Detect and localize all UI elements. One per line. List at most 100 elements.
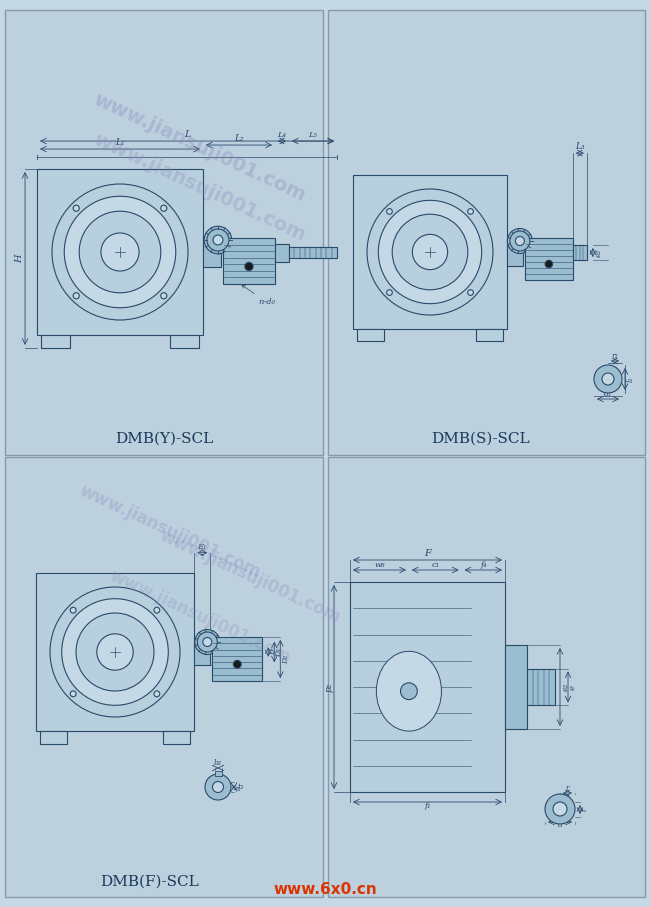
Circle shape	[213, 782, 224, 793]
Circle shape	[101, 233, 139, 271]
Text: c₁: c₁	[431, 561, 439, 569]
Circle shape	[545, 260, 552, 268]
Text: DMB(Y)-SCL: DMB(Y)-SCL	[115, 432, 213, 446]
Circle shape	[73, 293, 79, 298]
Circle shape	[198, 632, 217, 652]
Ellipse shape	[376, 651, 441, 731]
Text: www.jiansuji001.com: www.jiansuji001.com	[157, 527, 344, 627]
Text: l₃: l₃	[235, 785, 243, 790]
Text: www.jiansuji001.com: www.jiansuji001.com	[77, 482, 264, 582]
Circle shape	[553, 802, 567, 816]
Bar	[170, 335, 199, 348]
Text: b₃: b₃	[214, 759, 222, 767]
Bar	[573, 245, 587, 260]
Circle shape	[378, 200, 482, 304]
Circle shape	[207, 229, 229, 251]
Circle shape	[154, 691, 160, 697]
Text: w₈: w₈	[374, 561, 385, 569]
Circle shape	[64, 196, 176, 307]
Circle shape	[70, 608, 76, 613]
Circle shape	[205, 774, 231, 800]
Bar	[328, 10, 645, 455]
Text: e: e	[569, 685, 577, 689]
Circle shape	[545, 794, 575, 824]
Text: l₁: l₁	[627, 376, 635, 382]
Circle shape	[195, 629, 220, 655]
Circle shape	[70, 691, 76, 697]
Circle shape	[602, 373, 614, 385]
Text: h₁: h₁	[217, 648, 226, 657]
Text: t₃: t₃	[238, 783, 244, 791]
Circle shape	[213, 235, 223, 245]
Bar	[214, 771, 222, 776]
Text: f₄: f₄	[480, 561, 487, 569]
Text: www.jiansuji001.com: www.jiansuji001.com	[91, 90, 309, 205]
Text: www.6x0.cn: www.6x0.cn	[273, 882, 377, 896]
Bar	[37, 169, 203, 335]
Circle shape	[594, 365, 622, 393]
Bar	[353, 175, 507, 329]
Circle shape	[510, 231, 530, 251]
Bar	[289, 247, 337, 258]
Bar	[41, 335, 70, 348]
Text: L₂: L₂	[234, 134, 244, 143]
Circle shape	[97, 634, 133, 670]
Bar	[213, 637, 263, 681]
Text: r₁: r₁	[612, 352, 618, 360]
Text: DMB(S)-SCL: DMB(S)-SCL	[431, 432, 529, 446]
Circle shape	[387, 289, 393, 296]
Text: L₄: L₄	[278, 131, 287, 139]
Circle shape	[154, 608, 160, 613]
Circle shape	[76, 613, 154, 691]
Bar	[5, 457, 323, 897]
Circle shape	[62, 599, 168, 706]
Circle shape	[161, 205, 167, 211]
Circle shape	[73, 205, 79, 211]
Text: p₂: p₂	[324, 682, 333, 692]
Circle shape	[400, 683, 417, 699]
Circle shape	[203, 638, 212, 647]
Text: F: F	[424, 549, 431, 558]
Bar	[275, 244, 289, 262]
Text: r: r	[566, 784, 569, 792]
Bar	[476, 329, 503, 341]
Text: D₂: D₂	[282, 655, 291, 664]
Bar	[357, 329, 384, 341]
Text: H: H	[16, 254, 25, 263]
Text: e₂: e₂	[595, 249, 603, 257]
Text: L₅: L₅	[309, 131, 317, 139]
Circle shape	[508, 229, 532, 253]
Text: l: l	[581, 808, 589, 811]
Circle shape	[50, 587, 180, 717]
Text: n-d₀: n-d₀	[242, 285, 275, 306]
Text: E₁: E₁	[198, 542, 207, 551]
Circle shape	[161, 293, 167, 298]
Text: f₁: f₁	[424, 802, 431, 810]
Bar	[505, 645, 527, 729]
Circle shape	[245, 262, 253, 270]
Circle shape	[515, 237, 525, 246]
Circle shape	[204, 226, 231, 254]
Bar	[507, 238, 523, 266]
Bar	[5, 10, 323, 455]
Text: D: D	[269, 649, 278, 655]
Circle shape	[412, 234, 448, 269]
Circle shape	[367, 189, 493, 315]
Bar	[162, 731, 190, 744]
Text: www.jiansuji001.com: www.jiansuji001.com	[107, 567, 294, 667]
Bar	[194, 639, 211, 665]
Text: DMB(F)-SCL: DMB(F)-SCL	[101, 875, 200, 889]
Circle shape	[468, 289, 473, 296]
Text: L: L	[184, 130, 190, 139]
Bar	[223, 238, 275, 284]
Bar	[36, 572, 194, 731]
Text: e₂: e₂	[562, 683, 570, 691]
Bar	[328, 457, 645, 897]
Bar	[203, 237, 221, 267]
Circle shape	[233, 660, 241, 668]
Bar	[40, 731, 68, 744]
Text: L₁: L₁	[115, 138, 125, 147]
Text: d: d	[558, 821, 562, 829]
Bar	[350, 582, 505, 792]
Bar	[527, 668, 555, 706]
